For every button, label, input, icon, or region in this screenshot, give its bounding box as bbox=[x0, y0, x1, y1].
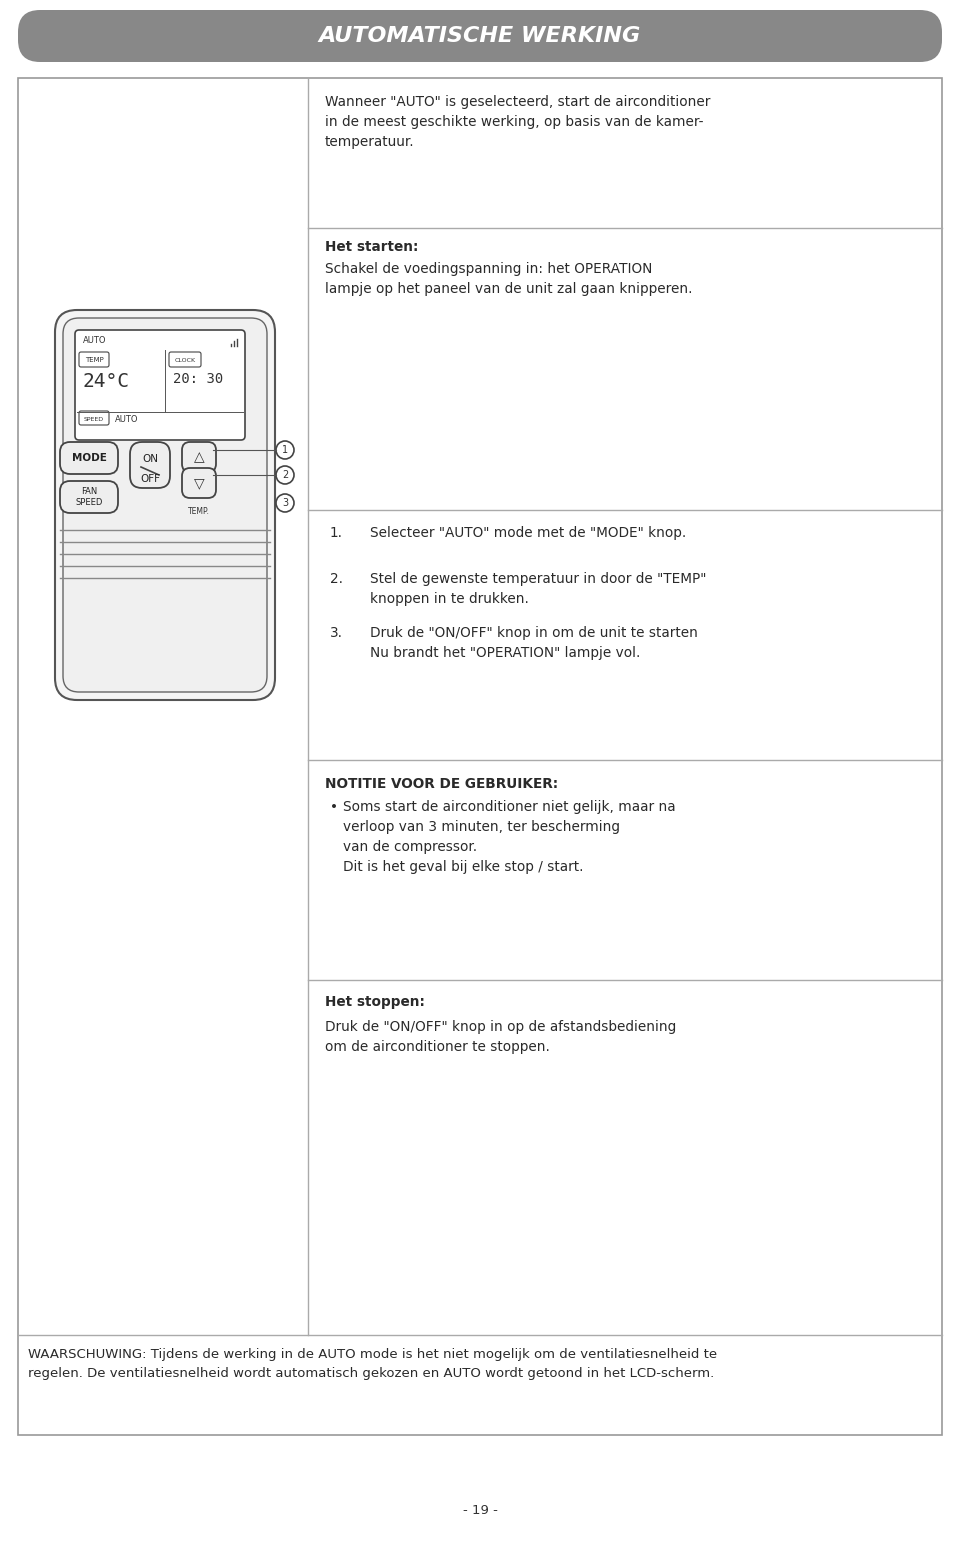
Text: AUTO: AUTO bbox=[115, 414, 138, 424]
Text: TEMP.: TEMP. bbox=[188, 508, 210, 515]
Text: FAN
SPEED: FAN SPEED bbox=[75, 487, 103, 506]
Text: 3.: 3. bbox=[330, 626, 343, 640]
FancyBboxPatch shape bbox=[79, 352, 109, 367]
Text: WAARSCHUWING: Tijdens de werking in de AUTO mode is het niet mogelijk om de vent: WAARSCHUWING: Tijdens de werking in de A… bbox=[28, 1348, 717, 1380]
Text: 3: 3 bbox=[282, 498, 288, 508]
Text: AUTO: AUTO bbox=[83, 336, 107, 346]
Circle shape bbox=[276, 494, 294, 512]
FancyBboxPatch shape bbox=[182, 469, 216, 498]
Text: Het stoppen:: Het stoppen: bbox=[325, 995, 425, 1009]
FancyBboxPatch shape bbox=[18, 78, 942, 1436]
FancyBboxPatch shape bbox=[75, 330, 245, 441]
FancyBboxPatch shape bbox=[18, 9, 942, 62]
FancyBboxPatch shape bbox=[55, 310, 275, 701]
Text: Soms start de airconditioner niet gelijk, maar na
verloop van 3 minuten, ter bes: Soms start de airconditioner niet gelijk… bbox=[343, 800, 676, 873]
FancyBboxPatch shape bbox=[182, 442, 216, 472]
Text: OFF: OFF bbox=[140, 473, 160, 484]
FancyBboxPatch shape bbox=[130, 442, 170, 487]
Text: Druk de "ON/OFF" knop in om de unit te starten
Nu brandt het "OPERATION" lampje : Druk de "ON/OFF" knop in om de unit te s… bbox=[370, 626, 698, 660]
Text: AUTOMATISCHE WERKING: AUTOMATISCHE WERKING bbox=[319, 26, 641, 47]
FancyBboxPatch shape bbox=[60, 442, 118, 473]
Circle shape bbox=[276, 441, 294, 459]
Text: TEMP: TEMP bbox=[84, 357, 104, 363]
Text: 24°C: 24°C bbox=[83, 372, 130, 391]
FancyBboxPatch shape bbox=[79, 411, 109, 425]
Text: △: △ bbox=[194, 450, 204, 464]
Text: Het starten:: Het starten: bbox=[325, 240, 419, 254]
Text: Selecteer "AUTO" mode met de "MODE" knop.: Selecteer "AUTO" mode met de "MODE" knop… bbox=[370, 526, 686, 540]
Text: •: • bbox=[330, 800, 338, 814]
Circle shape bbox=[276, 466, 294, 484]
Text: Schakel de voedingspanning in: het OPERATION
lampje op het paneel van de unit za: Schakel de voedingspanning in: het OPERA… bbox=[325, 262, 692, 296]
Text: Stel de gewenste temperatuur in door de "TEMP"
knoppen in te drukken.: Stel de gewenste temperatuur in door de … bbox=[370, 571, 707, 606]
Text: 1.: 1. bbox=[330, 526, 343, 540]
FancyBboxPatch shape bbox=[63, 318, 267, 691]
Text: - 19 -: - 19 - bbox=[463, 1504, 497, 1517]
Text: CLOCK: CLOCK bbox=[175, 358, 196, 363]
FancyBboxPatch shape bbox=[169, 352, 201, 367]
Text: SPEED: SPEED bbox=[84, 417, 104, 422]
Text: NOTITIE VOOR DE GEBRUIKER:: NOTITIE VOOR DE GEBRUIKER: bbox=[325, 777, 558, 791]
Text: Druk de "ON/OFF" knop in op de afstandsbediening
om de airconditioner te stoppen: Druk de "ON/OFF" knop in op de afstandsb… bbox=[325, 1020, 676, 1054]
Text: Wanneer "AUTO" is geselecteerd, start de airconditioner
in de meest geschikte we: Wanneer "AUTO" is geselecteerd, start de… bbox=[325, 95, 710, 149]
Text: 1: 1 bbox=[282, 445, 288, 455]
Text: MODE: MODE bbox=[72, 453, 107, 462]
Text: ON: ON bbox=[142, 455, 158, 464]
Text: 2: 2 bbox=[282, 470, 288, 480]
Text: 2.: 2. bbox=[330, 571, 343, 585]
Text: ▽: ▽ bbox=[194, 476, 204, 490]
FancyBboxPatch shape bbox=[60, 481, 118, 512]
Text: 20: 30: 20: 30 bbox=[173, 372, 224, 386]
